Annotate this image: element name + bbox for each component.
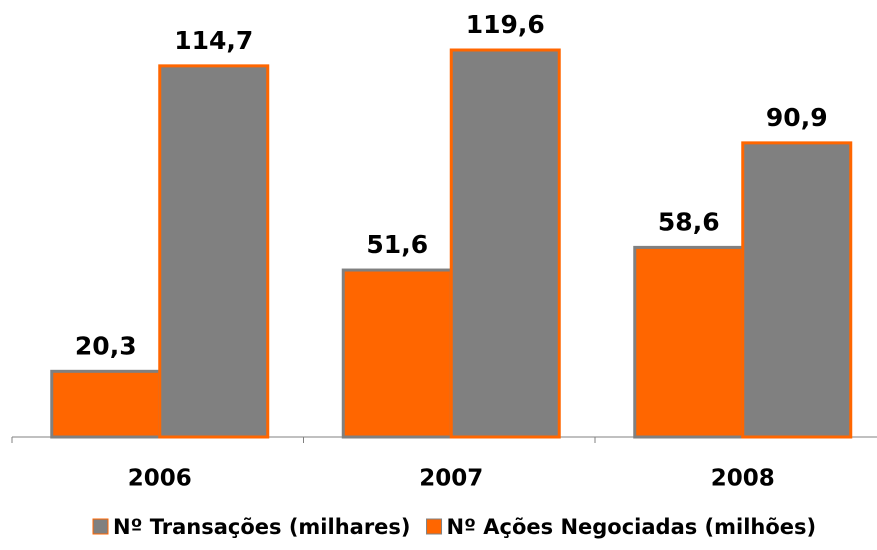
x-tick-label: 2006 bbox=[128, 466, 192, 492]
data-label: 51,6 bbox=[366, 230, 428, 259]
bar bbox=[449, 48, 561, 439]
data-label: 119,6 bbox=[466, 10, 545, 39]
legend-label: Nº Transações (milhares) bbox=[113, 515, 411, 539]
data-label: 20,3 bbox=[75, 331, 137, 360]
bar bbox=[158, 64, 270, 439]
bar bbox=[341, 268, 453, 439]
data-label: 58,6 bbox=[658, 207, 720, 236]
data-label: 114,7 bbox=[174, 26, 253, 55]
legend-label: Nº Ações Negociadas (milhões) bbox=[447, 515, 817, 539]
legend-swatch bbox=[92, 518, 109, 535]
data-label: 90,9 bbox=[766, 103, 828, 132]
x-tick-label: 2008 bbox=[711, 466, 775, 492]
x-tick-label: 2007 bbox=[419, 466, 483, 492]
bar bbox=[741, 141, 853, 439]
bar bbox=[50, 369, 162, 439]
bar bbox=[633, 245, 745, 439]
legend-swatch bbox=[426, 518, 443, 535]
